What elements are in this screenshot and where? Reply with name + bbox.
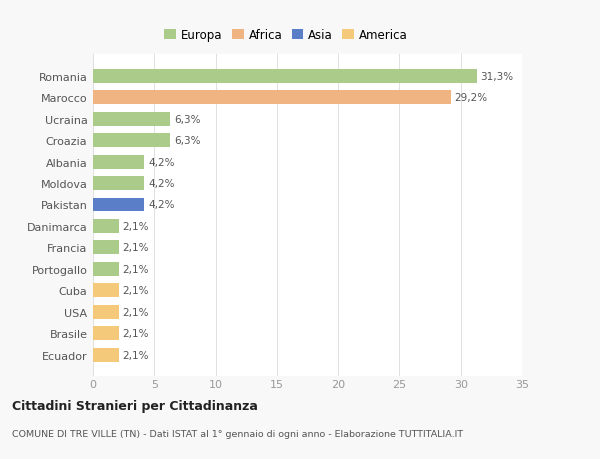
Bar (93, 70, 476, 84)
Bar (93, 326, 119, 341)
Legend: Europa, Africa, Asia, America: Europa, Africa, Asia, America (164, 29, 407, 42)
Bar (93, 284, 119, 297)
Bar (93, 112, 170, 126)
Text: COMUNE DI TRE VILLE (TN) - Dati ISTAT al 1° gennaio di ogni anno - Elaborazione : COMUNE DI TRE VILLE (TN) - Dati ISTAT al… (12, 429, 463, 438)
Bar (93, 91, 451, 105)
Bar (93, 177, 145, 190)
Text: 2,1%: 2,1% (122, 350, 149, 360)
Bar (93, 134, 170, 148)
Text: 2,1%: 2,1% (122, 329, 149, 338)
Text: 2,1%: 2,1% (122, 221, 149, 231)
Bar (93, 241, 119, 255)
Bar (93, 305, 119, 319)
Text: 31,3%: 31,3% (481, 72, 514, 82)
Text: 29,2%: 29,2% (455, 93, 488, 103)
Text: 4,2%: 4,2% (148, 179, 175, 189)
Text: 6,3%: 6,3% (174, 136, 200, 146)
Text: 4,2%: 4,2% (148, 157, 175, 167)
Bar (93, 219, 119, 233)
Text: 6,3%: 6,3% (174, 114, 200, 124)
Bar (93, 198, 145, 212)
Text: 2,1%: 2,1% (122, 285, 149, 296)
Bar (93, 155, 145, 169)
Text: Cittadini Stranieri per Cittadinanza: Cittadini Stranieri per Cittadinanza (12, 399, 258, 412)
Bar (93, 348, 119, 362)
Bar (93, 262, 119, 276)
Text: 2,1%: 2,1% (122, 307, 149, 317)
Text: 4,2%: 4,2% (148, 200, 175, 210)
Text: 2,1%: 2,1% (122, 264, 149, 274)
Text: 2,1%: 2,1% (122, 243, 149, 253)
